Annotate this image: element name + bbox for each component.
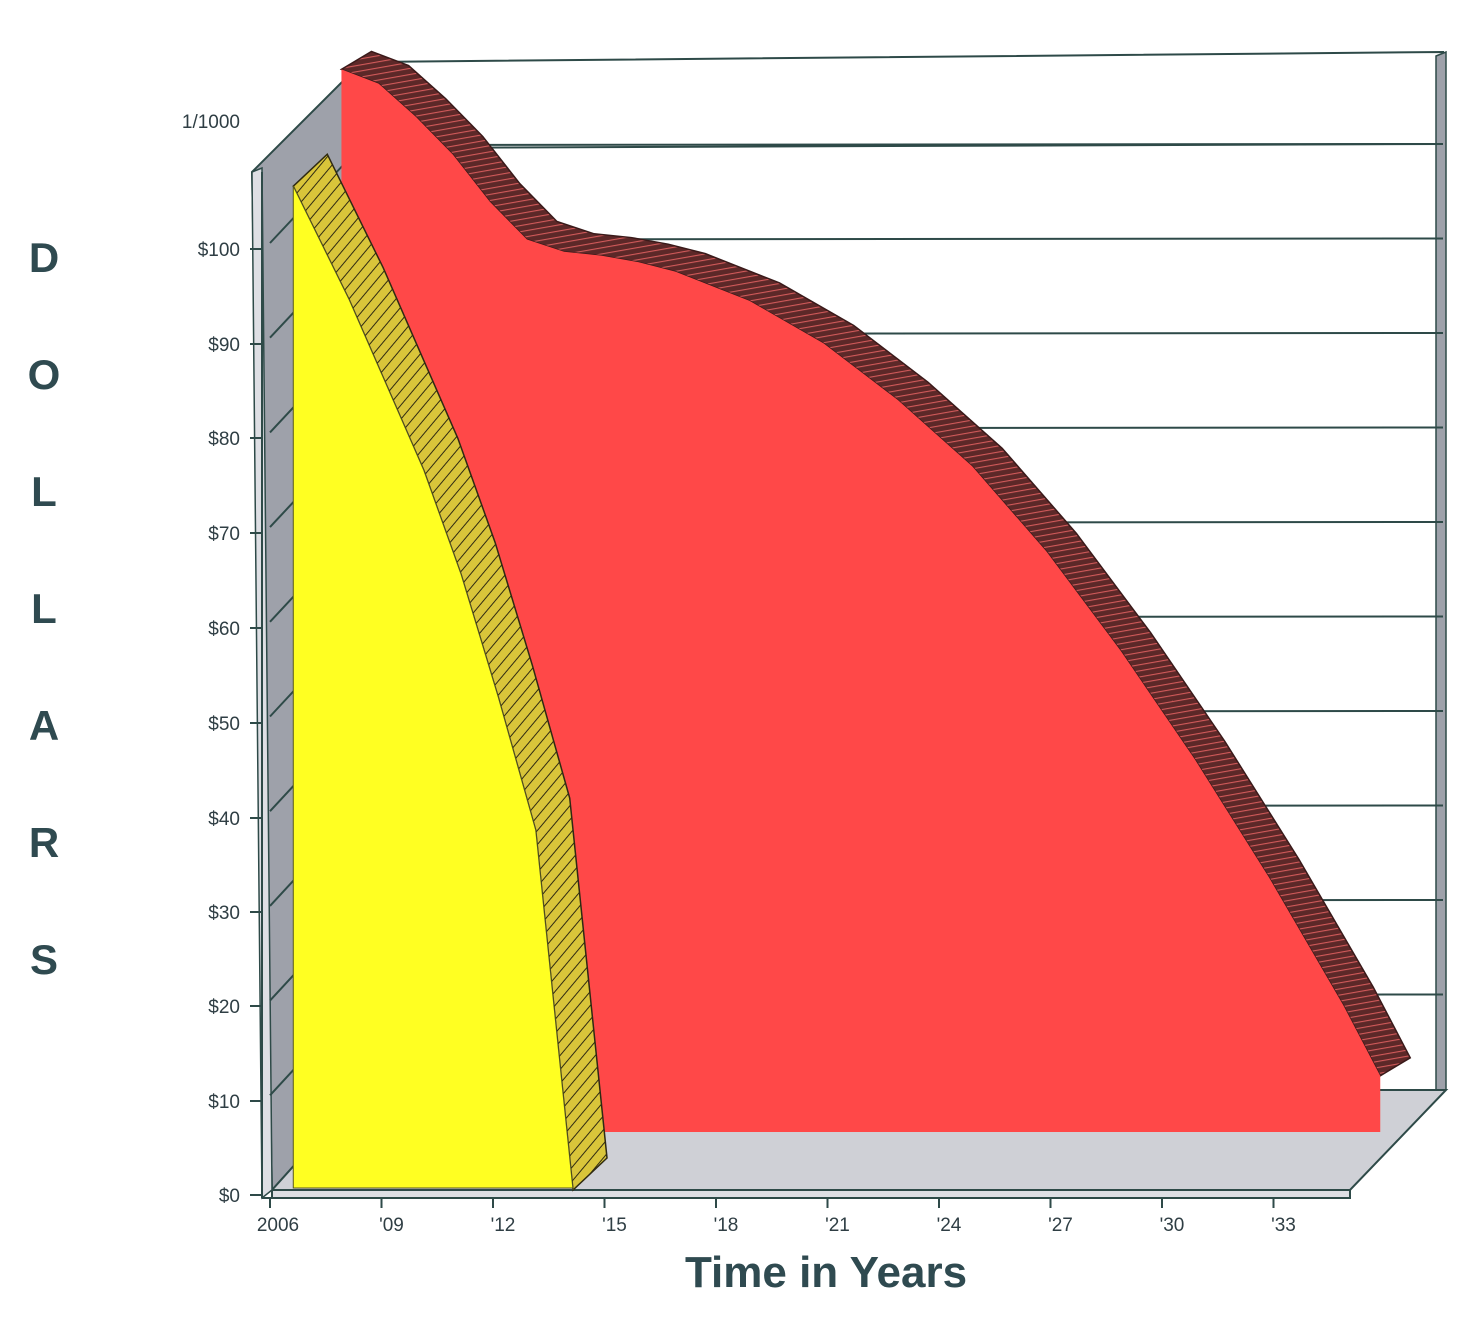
y-axis-label-letter: A [29,702,59,749]
y-tick-label: 1/1000 [182,112,240,133]
yellow-area-series [292,152,608,1192]
y-tick-label: $60 [208,619,240,640]
back-wall-right-edge [1435,50,1447,1098]
y-axis-label-letter: S [30,936,58,983]
x-axis-ticks: 2006 '09 '12 '15 '18 '21 '24 '27 '30 '33 [257,1198,1296,1236]
y-tick-label: $80 [208,429,240,450]
y-tick-label: $30 [208,903,240,924]
y-axis-label-letter: L [31,468,57,515]
y-tick-label: $50 [208,714,240,735]
x-tick-label: 2006 [257,1215,299,1236]
y-tick-label: $70 [208,524,240,545]
y-axis-label-letter: O [28,351,61,398]
yellow-series-face [292,185,574,1191]
red-area-series [339,50,1412,1132]
x-tick-label: '18 [714,1215,739,1236]
y-axis-label-letter: L [31,585,57,632]
y-tick-label: $100 [198,240,240,261]
y-tick-label: $90 [208,335,240,356]
y-axis-label-letter: D [29,234,59,281]
y-tick-label: $10 [208,1092,240,1113]
x-tick-label: '15 [602,1215,627,1236]
y-axis-label: D O L L A R S [28,234,61,983]
gridline-top [361,143,1444,149]
x-tick-label: '12 [491,1215,516,1236]
red-series-face [341,69,1381,1132]
x-tick-label: '33 [1271,1215,1296,1236]
x-tick-label: '30 [1160,1215,1185,1236]
x-tick-label: '24 [937,1215,962,1236]
x-tick-label: '21 [825,1215,850,1236]
y-tick-label: $20 [208,997,240,1018]
x-tick-label: '09 [379,1215,404,1236]
y-axis-label-letter: R [29,819,59,866]
x-tick-label: '27 [1048,1215,1073,1236]
y-tick-label: $40 [208,809,240,830]
x-axis-label: Time in Years [685,1248,967,1297]
y-tick-label: $0 [219,1186,240,1207]
floor-front-edge [271,1189,1351,1199]
y-axis-ticks: $0 $10 $20 $30 $40 $50 $60 $70 $80 $90 $100 1/1000 [182,112,262,1207]
